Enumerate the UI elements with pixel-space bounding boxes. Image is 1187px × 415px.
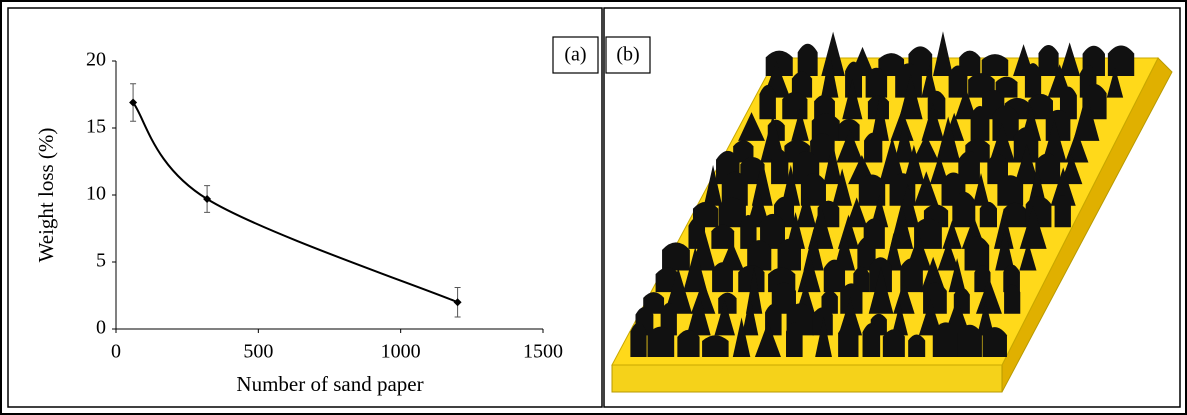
bump (859, 175, 885, 206)
bump (1055, 195, 1071, 227)
bump (630, 322, 646, 357)
bump (1025, 63, 1041, 98)
x-tick-label: 0 (111, 341, 121, 363)
bump (786, 322, 803, 357)
bump (778, 239, 801, 271)
y-tick-label: 15 (86, 116, 106, 138)
x-tick-label: 1000 (381, 341, 421, 363)
bump (971, 106, 990, 141)
bump (647, 327, 674, 357)
bump (982, 54, 1009, 76)
bump (759, 85, 775, 119)
x-axis-label: Number of sand paper (236, 372, 423, 396)
y-axis-label: Weight loss (%) (34, 128, 58, 263)
bump (702, 335, 729, 357)
bump (782, 92, 807, 119)
y-tick-label: 0 (96, 317, 106, 339)
bump (662, 242, 690, 270)
bump (997, 175, 1023, 205)
slab-front (612, 365, 1002, 392)
x-tick-label: 500 (243, 341, 273, 363)
bump (883, 329, 905, 357)
bump (824, 260, 845, 293)
bump (798, 44, 818, 76)
figure: (a) (b) Weight loss (%) Number of sand p… (0, 0, 1187, 415)
bump (838, 324, 858, 357)
bump (863, 323, 881, 357)
bump (923, 283, 947, 314)
y-tick-label: 10 (86, 183, 106, 205)
bump (864, 133, 882, 163)
bump (965, 236, 990, 270)
bump (958, 325, 982, 357)
bump (1108, 45, 1134, 76)
bump (980, 202, 997, 228)
panel-a-label: (a) (564, 44, 586, 66)
y-tick-label: 5 (96, 250, 106, 272)
bump (866, 68, 887, 98)
panel-b-label: (b) (616, 44, 639, 66)
y-tick-label: 20 (86, 49, 106, 71)
bump (933, 322, 959, 357)
bump (908, 335, 925, 357)
bump (712, 262, 733, 292)
bump (983, 327, 1007, 357)
bump (771, 149, 788, 184)
bump (677, 330, 699, 357)
bump (1038, 45, 1058, 76)
bump (1004, 284, 1020, 313)
x-tick-label: 1500 (523, 341, 563, 363)
